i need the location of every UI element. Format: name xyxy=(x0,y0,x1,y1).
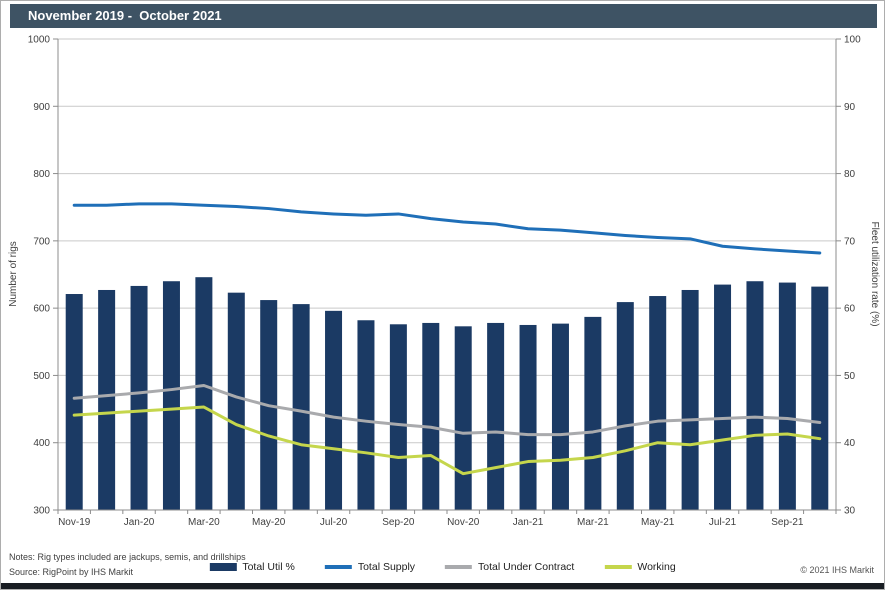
bar-total-util xyxy=(519,324,537,510)
bottom-bar xyxy=(1,583,884,589)
y-left-tick-label: 400 xyxy=(33,438,50,449)
legend-item-total-util: Total Util % xyxy=(209,561,295,573)
y-right-tick-label: 30 xyxy=(844,506,856,517)
bar-total-util xyxy=(162,281,180,510)
x-tick-label: Jul-21 xyxy=(709,517,737,528)
bar-total-util xyxy=(584,316,602,510)
legend-label-total-supply: Total Supply xyxy=(357,561,416,573)
legend-item-total-supply: Total Supply xyxy=(324,561,416,573)
x-tick-label: Jan-21 xyxy=(513,517,544,528)
bar-total-util xyxy=(422,322,440,510)
y-right-tick-label: 90 xyxy=(844,102,856,113)
bar-total-util xyxy=(292,304,310,510)
bar-total-util xyxy=(778,282,796,510)
legend-label-total-util: Total Util % xyxy=(242,561,295,573)
y-right-tick-label: 80 xyxy=(844,169,856,180)
bar-total-util xyxy=(454,326,472,510)
y-left-tick-label: 800 xyxy=(33,169,50,180)
legend-item-total-under-contract: Total Under Contract xyxy=(445,561,574,573)
bar-total-util xyxy=(487,322,505,510)
legend: Total Util % Total Supply Total Under Cont… xyxy=(209,561,676,573)
x-tick-label: May-20 xyxy=(252,517,286,528)
y-left-tick-label: 500 xyxy=(33,371,50,382)
line-total-supply xyxy=(72,202,822,255)
bar-total-util xyxy=(649,296,667,510)
y-right-tick-label: 40 xyxy=(844,438,856,449)
y-left-tick-label: 1000 xyxy=(28,35,51,46)
y-left-tick-label: 700 xyxy=(33,236,50,247)
bar-total-util xyxy=(616,302,634,510)
bar-total-util xyxy=(65,294,83,510)
y-left-tick-label: 600 xyxy=(33,304,50,315)
line-total-under-contract xyxy=(72,384,822,437)
legend-swatch-total-supply xyxy=(324,565,352,569)
x-tick-label: Nov-20 xyxy=(447,517,480,528)
bar-total-util xyxy=(130,285,148,510)
bar-total-util xyxy=(746,281,764,510)
bar-total-util xyxy=(325,310,343,510)
x-tick-label: Sep-21 xyxy=(771,517,804,528)
copyright-text: © 2021 IHS Markit xyxy=(800,565,874,575)
x-tick-label: Sep-20 xyxy=(382,517,415,528)
line-working xyxy=(72,405,822,476)
page-title: November 2019 - October 2021 xyxy=(28,8,222,23)
legend-item-working: Working xyxy=(604,561,676,573)
y-axis-left-title: Number of rigs xyxy=(8,241,19,307)
y-left-tick-label: 300 xyxy=(33,506,50,517)
bar-total-util xyxy=(389,324,407,510)
bar-total-util xyxy=(811,286,829,510)
bar-total-util xyxy=(714,284,732,510)
y-right-tick-label: 70 xyxy=(844,236,856,247)
x-tick-label: Mar-20 xyxy=(188,517,220,528)
bar-total-util xyxy=(98,289,116,510)
y-right-tick-label: 100 xyxy=(844,35,861,46)
x-tick-label: Jul-20 xyxy=(320,517,348,528)
x-tick-label: Mar-21 xyxy=(577,517,609,528)
notes-text: Notes: Rig types included are jackups, s… xyxy=(9,552,246,562)
x-tick-label: May-21 xyxy=(641,517,675,528)
y-left-tick-label: 900 xyxy=(33,102,50,113)
x-tick-label: Jan-20 xyxy=(124,517,155,528)
bar-total-util xyxy=(195,277,213,510)
y-axis-right-title: Fleet utilization rate (%) xyxy=(869,221,880,326)
legend-swatch-working xyxy=(604,565,632,569)
legend-swatch-total-under-contract xyxy=(445,565,473,569)
notes-block: Notes: Rig types included are jackups, s… xyxy=(9,550,246,580)
y-right-tick-label: 60 xyxy=(844,304,856,315)
title-bar: November 2019 - October 2021 xyxy=(10,4,877,28)
bar-total-util xyxy=(357,320,375,510)
source-text: Source: RigPoint by IHS Markit xyxy=(9,567,134,577)
y-right-tick-label: 50 xyxy=(844,371,856,382)
legend-label-total-under-contract: Total Under Contract xyxy=(478,561,575,573)
bar-total-util xyxy=(681,289,699,510)
bar-total-util xyxy=(551,323,569,510)
x-tick-label: Nov-19 xyxy=(58,517,91,528)
bar-total-util xyxy=(227,292,245,510)
legend-swatch-total-util xyxy=(209,563,237,571)
legend-label-working: Working xyxy=(637,561,676,573)
